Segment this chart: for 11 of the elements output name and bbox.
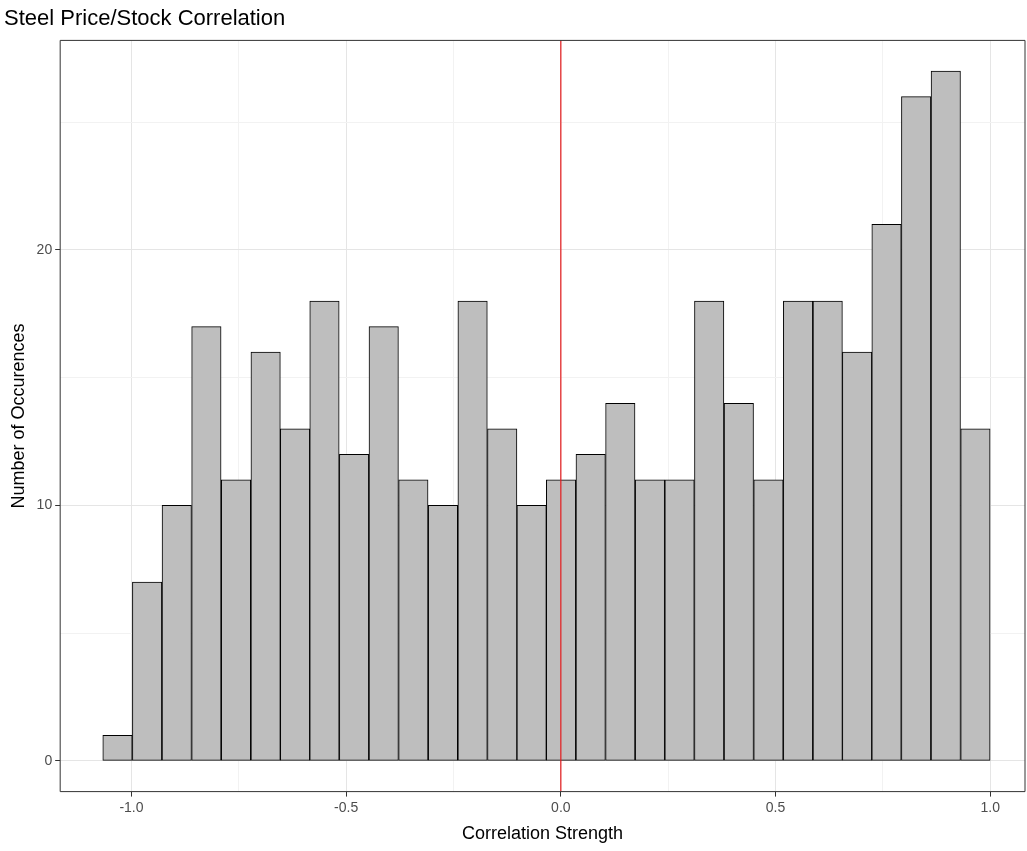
y-axis-title: Number of Occurences — [7, 323, 28, 509]
x-axis-title: Correlation Strength — [462, 823, 624, 844]
x-tick-label: 0.0 — [551, 798, 571, 815]
x-tick-label: -1.0 — [119, 798, 144, 815]
x-tick-label: -0.5 — [334, 798, 359, 815]
y-tick-label: 20 — [36, 240, 53, 257]
x-tick-label: 0.5 — [765, 798, 786, 815]
y-tick-label: 10 — [36, 496, 53, 513]
chart-title: Steel Price/Stock Correlation — [4, 5, 286, 31]
y-tick-label: 0 — [44, 751, 53, 768]
x-tick-label: 1.0 — [980, 798, 1001, 815]
